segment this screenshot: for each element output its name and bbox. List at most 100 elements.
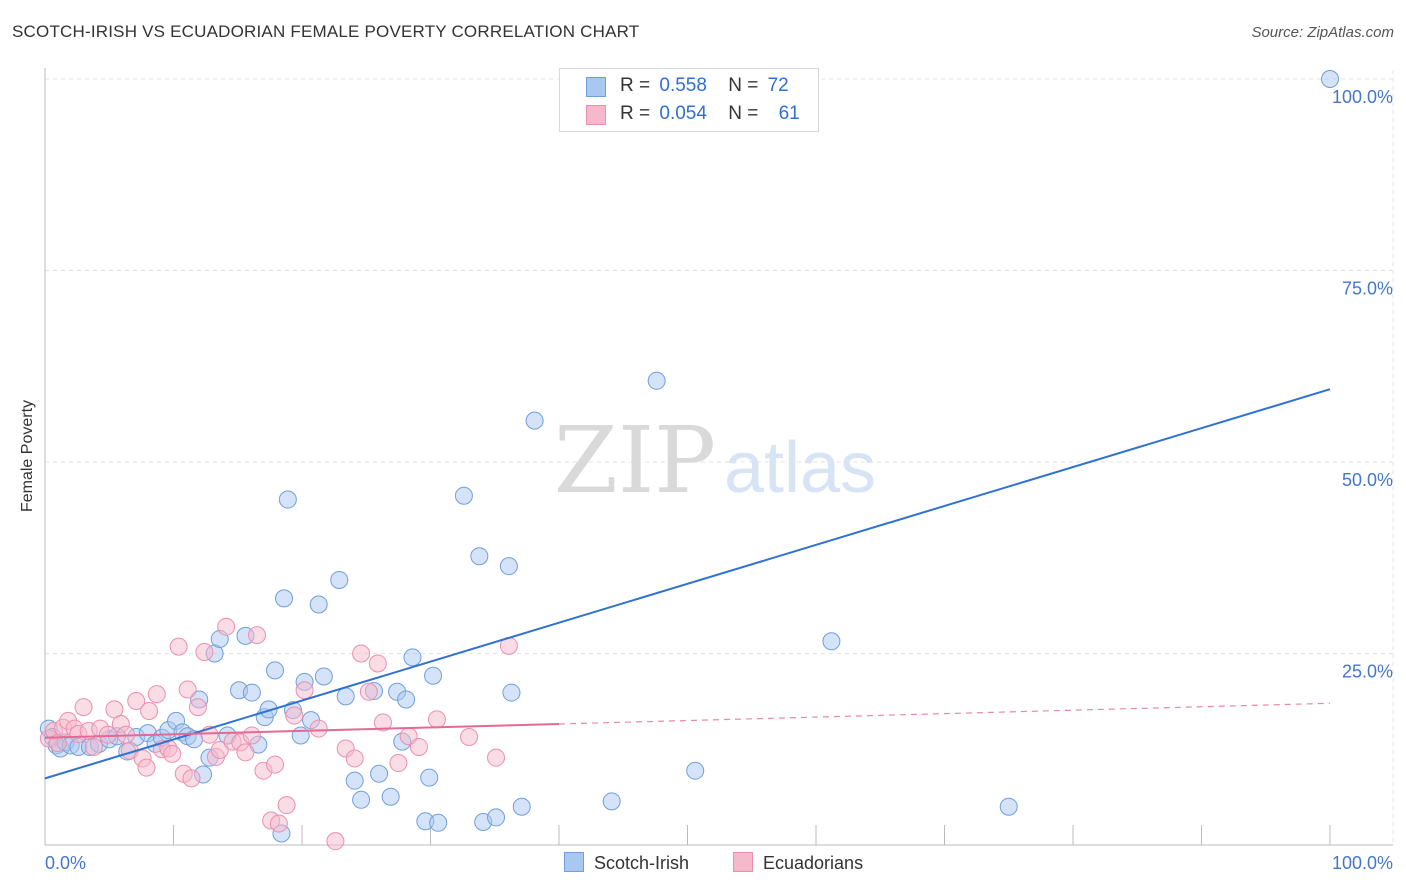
data-point-ecuadorians xyxy=(178,680,197,699)
data-point-scotch-irish xyxy=(499,557,518,576)
bottom-legend-scotch-irish: Scotch-Irish xyxy=(564,852,689,874)
legend-n-value: 72 xyxy=(767,75,789,96)
data-point-ecuadorians xyxy=(277,796,296,815)
data-point-scotch-irish xyxy=(266,661,285,680)
data-point-scotch-irish xyxy=(275,589,294,608)
data-point-ecuadorians xyxy=(409,737,428,756)
data-point-ecuadorians xyxy=(137,758,156,777)
data-point-scotch-irish xyxy=(822,632,841,651)
x-tick-label: 0.0% xyxy=(45,853,86,873)
x-tick-label: 100.0% xyxy=(1332,853,1393,873)
trend-line-scotch-irish xyxy=(44,388,1331,780)
data-point-scotch-irish xyxy=(259,700,278,719)
data-point-scotch-irish xyxy=(602,792,621,811)
data-point-ecuadorians xyxy=(487,748,506,767)
data-point-scotch-irish xyxy=(454,486,473,505)
legend-n-label: N = xyxy=(728,75,759,96)
data-point-ecuadorians xyxy=(147,685,166,704)
bottom-legend-ecuadorians: Ecuadorians xyxy=(733,852,863,874)
y-tick-label: 75.0% xyxy=(1342,279,1393,299)
legend-r-value: 0.054 xyxy=(659,103,707,124)
data-point-ecuadorians xyxy=(169,637,188,656)
data-point-ecuadorians xyxy=(295,681,314,700)
data-point-ecuadorians xyxy=(352,644,371,663)
y-tick-label: 100.0% xyxy=(1332,87,1393,107)
trend-line-ecuadorians-extrapolated xyxy=(558,702,1331,725)
data-point-scotch-irish xyxy=(314,667,333,686)
data-point-ecuadorians xyxy=(188,698,207,717)
data-point-scotch-irish xyxy=(309,595,328,614)
data-point-ecuadorians xyxy=(217,617,236,636)
watermark: ZIP atlas xyxy=(554,407,876,514)
data-point-ecuadorians xyxy=(127,691,146,710)
data-point-ecuadorians xyxy=(359,682,378,701)
legend-n-value: 61 xyxy=(778,103,800,124)
data-point-ecuadorians xyxy=(140,701,159,720)
legend-r-label: R = xyxy=(620,103,651,124)
data-point-scotch-irish xyxy=(242,683,261,702)
watermark-zip: ZIP xyxy=(554,407,716,514)
data-point-scotch-irish xyxy=(336,687,355,706)
data-point-scotch-irish xyxy=(381,787,400,806)
legend-n-label: N = xyxy=(728,103,759,124)
data-point-ecuadorians xyxy=(269,814,288,833)
data-point-scotch-irish xyxy=(403,648,422,667)
data-point-ecuadorians xyxy=(242,726,261,745)
blue-swatch-icon xyxy=(586,77,606,97)
data-point-ecuadorians xyxy=(389,754,408,773)
data-point-scotch-irish xyxy=(487,808,506,827)
data-point-scotch-irish xyxy=(330,570,349,589)
data-point-ecuadorians xyxy=(195,642,214,661)
data-point-scotch-irish xyxy=(647,371,666,390)
data-point-ecuadorians xyxy=(266,755,285,774)
chart-title: SCOTCH-IRISH VS ECUADORIAN FEMALE POVERT… xyxy=(12,22,640,41)
legend-r-value: 0.558 xyxy=(659,75,707,96)
data-point-ecuadorians xyxy=(326,832,345,851)
data-point-ecuadorians xyxy=(309,719,328,738)
data-point-ecuadorians xyxy=(163,744,182,763)
legend-r-label: R = xyxy=(620,75,651,96)
data-point-ecuadorians xyxy=(427,710,446,729)
data-point-scotch-irish xyxy=(352,790,371,809)
data-point-scotch-irish xyxy=(429,813,448,832)
data-point-ecuadorians xyxy=(98,725,117,744)
trend-line-ecuadorians xyxy=(44,722,560,739)
data-point-ecuadorians xyxy=(345,749,364,768)
data-point-scotch-irish xyxy=(291,726,310,745)
data-point-scotch-irish xyxy=(686,761,705,780)
pink-swatch-icon xyxy=(586,105,606,125)
series-name: Scotch-Irish xyxy=(594,853,690,873)
pink-swatch-icon xyxy=(733,852,753,872)
data-point-ecuadorians xyxy=(182,769,201,788)
blue-swatch-icon xyxy=(564,852,584,872)
data-point-scotch-irish xyxy=(370,764,389,783)
data-point-scotch-irish xyxy=(999,797,1018,816)
data-point-ecuadorians xyxy=(74,698,93,717)
data-point-ecuadorians xyxy=(236,743,255,762)
data-point-ecuadorians xyxy=(210,741,229,760)
data-point-scotch-irish xyxy=(1321,70,1339,88)
watermark-atlas: atlas xyxy=(724,428,876,508)
data-point-scotch-irish xyxy=(278,490,297,509)
data-point-ecuadorians xyxy=(248,626,267,645)
data-point-ecuadorians xyxy=(373,713,392,732)
y-tick-label: 25.0% xyxy=(1342,662,1393,682)
source-credit: Source: ZipAtlas.com xyxy=(1251,24,1394,41)
data-point-scotch-irish xyxy=(502,683,521,702)
tick-labels: 25.0% 50.0% 75.0% 100.0% 0.0% 100.0% xyxy=(45,87,1393,873)
data-point-scotch-irish xyxy=(525,411,544,430)
data-point-scotch-irish xyxy=(345,771,364,790)
data-point-ecuadorians xyxy=(460,727,479,746)
data-point-ecuadorians xyxy=(368,654,387,673)
data-point-scotch-irish xyxy=(512,797,531,816)
y-tick-label: 50.0% xyxy=(1342,470,1393,490)
data-point-ecuadorians xyxy=(285,706,304,725)
series-name: Ecuadorians xyxy=(763,853,864,873)
axes xyxy=(44,68,1393,846)
data-point-scotch-irish xyxy=(470,547,489,566)
data-point-scotch-irish xyxy=(397,690,416,709)
legend: R = 0.558 N = 72 R = 0.054 N = 61 xyxy=(559,68,819,132)
data-point-ecuadorians xyxy=(84,737,103,756)
data-point-scotch-irish xyxy=(420,768,439,787)
